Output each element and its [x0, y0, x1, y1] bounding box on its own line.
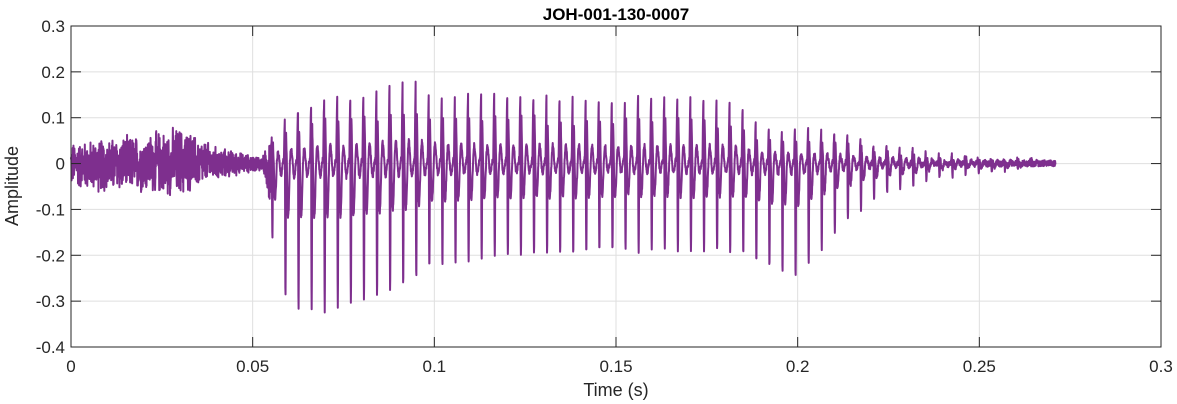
- y-tick-label: 0.2: [41, 63, 65, 82]
- chart-title: JOH-001-130-0007: [543, 5, 689, 24]
- y-tick-label: -0.1: [36, 200, 65, 219]
- y-tick-label: 0: [56, 155, 65, 174]
- x-tick-label: 0.1: [423, 357, 447, 376]
- x-axis-label: Time (s): [583, 380, 648, 400]
- x-tick-label: 0.25: [963, 357, 996, 376]
- x-tick-label: 0: [66, 357, 75, 376]
- waveform-line: [70, 80, 1057, 314]
- axis-ticks: 0 0.05 0.1 0.15 0.2 0.25 0.3 -0.4 -0.3 -0.2 -0.1 0 0…: [36, 17, 1173, 376]
- y-tick-label: -0.2: [36, 246, 65, 265]
- x-tick-label: 0.05: [236, 357, 269, 376]
- y-tick-label: 0.1: [41, 109, 65, 128]
- y-axis-label: Amplitude: [2, 146, 22, 226]
- x-tick-label: 0.2: [786, 357, 810, 376]
- y-tick-label: -0.4: [36, 338, 65, 357]
- x-tick-label: 0.15: [599, 357, 632, 376]
- y-tick-label: -0.3: [36, 292, 65, 311]
- y-tick-label: 0.3: [41, 17, 65, 36]
- x-tick-label: 0.3: [1149, 357, 1173, 376]
